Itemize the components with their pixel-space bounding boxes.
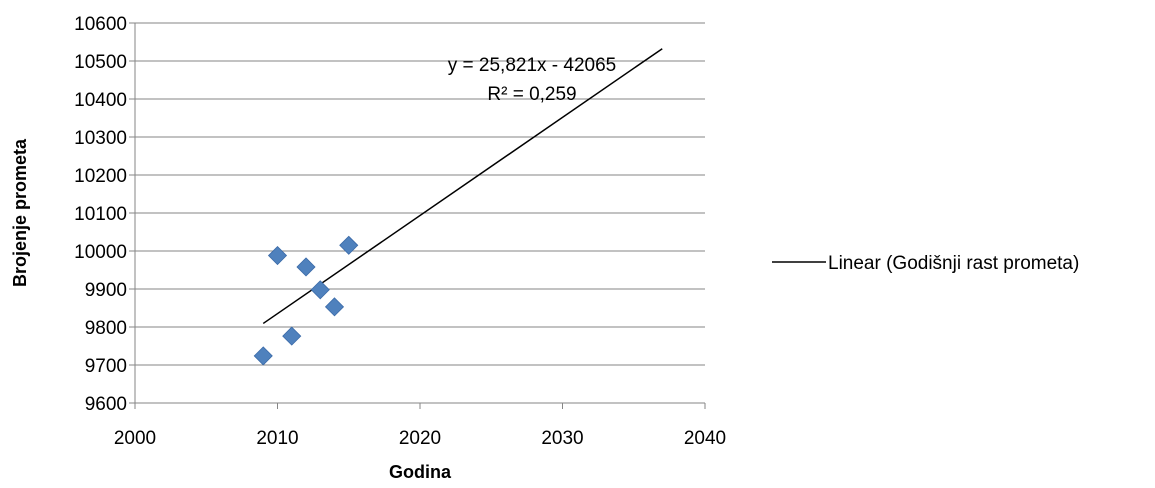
trendline-layer (262, 48, 663, 325)
x-tick-label: 2010 (256, 428, 298, 449)
y-tick-label: 10200 (74, 166, 127, 187)
data-point (296, 257, 316, 277)
trendline (262, 48, 663, 325)
x-tick-label: 2030 (541, 428, 583, 449)
x-tick-label: 2040 (684, 428, 726, 449)
r-squared-annotation: R² = 0,259 (487, 84, 576, 105)
axes (129, 22, 706, 409)
x-tick-labels: 2000 2010 2020 2030 2040 (114, 428, 726, 449)
data-point (282, 326, 302, 346)
legend-label: Linear (Godišnji rast prometa) (828, 253, 1079, 274)
data-point (339, 235, 359, 255)
y-tick-label: 9800 (85, 318, 127, 339)
data-point (324, 297, 345, 317)
data-point (253, 346, 273, 366)
y-tick-label: 10600 (74, 14, 127, 35)
y-tick-label: 10100 (74, 204, 127, 225)
y-tick-label: 10000 (74, 242, 127, 263)
data-point (267, 245, 288, 266)
y-tick-label: 9600 (85, 394, 127, 415)
legend: Linear (Godišnji rast prometa) (772, 253, 1079, 274)
data-point (310, 280, 330, 300)
x-tick-label: 2000 (114, 428, 156, 449)
gridlines (135, 22, 705, 366)
y-tick-labels: 9600 9700 9800 9900 10000 10100 10200 10300 1040… (74, 14, 127, 415)
x-tick-label: 2020 (399, 428, 441, 449)
x-axis-title: Godina (389, 462, 452, 482)
y-tick-label: 10400 (74, 90, 127, 111)
y-axis-title: Brojenje prometa (10, 138, 30, 287)
equation-annotation: y = 25,821x - 42065 (448, 55, 617, 76)
y-tick-label: 10300 (74, 128, 127, 149)
y-tick-label: 10500 (74, 52, 127, 73)
y-tick-label: 9700 (85, 356, 127, 377)
data-points (253, 235, 359, 366)
y-tick-label: 9900 (85, 280, 127, 301)
